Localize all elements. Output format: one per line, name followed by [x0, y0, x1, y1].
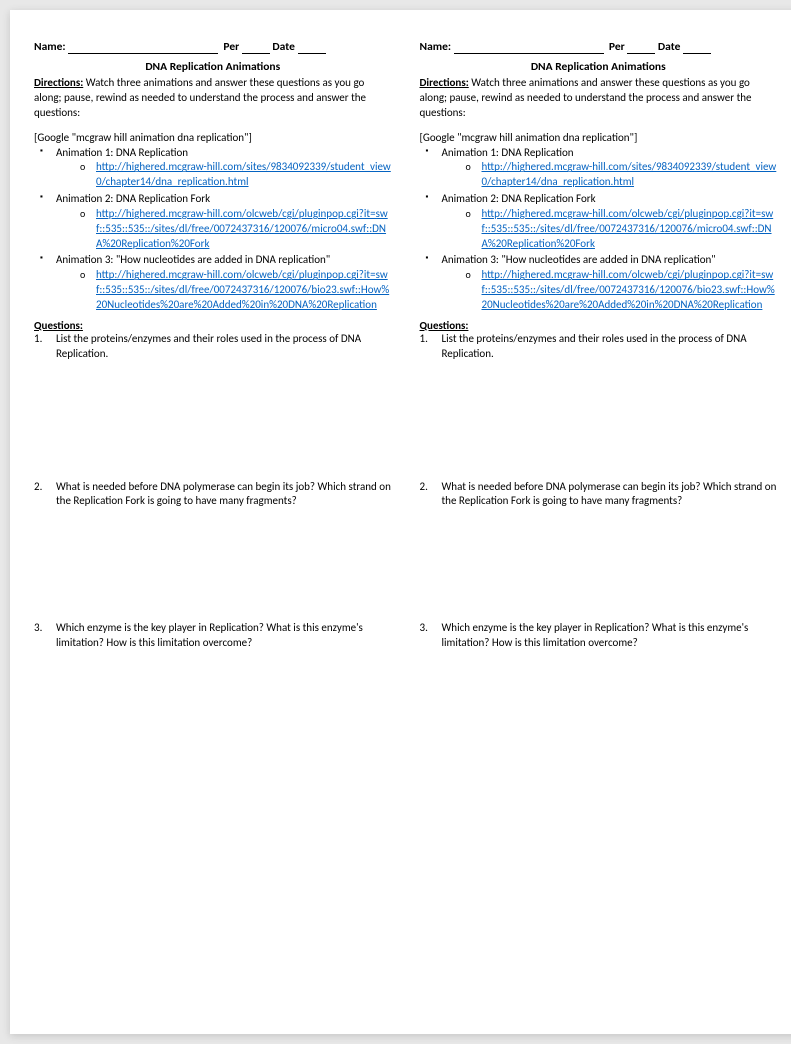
right-column: Name: Per Date DNA Replication Animation…: [420, 40, 778, 1004]
animation-item: Animation 1: DNA Replication http://high…: [34, 146, 392, 191]
animation-link[interactable]: http://highered.mcgraw-hill.com/olcweb/c…: [96, 268, 389, 311]
sub-list: http://highered.mcgraw-hill.com/olcweb/c…: [56, 268, 392, 313]
animation-item: Animation 2: DNA Replication Fork http:/…: [420, 192, 778, 251]
directions: Directions: Watch three animations and a…: [420, 76, 778, 121]
question-number: 1.: [420, 332, 428, 347]
animation-link[interactable]: http://highered.mcgraw-hill.com/olcweb/c…: [482, 268, 775, 311]
sub-item: http://highered.mcgraw-hill.com/olcweb/c…: [466, 268, 778, 313]
question-text: Which enzyme is the key player in Replic…: [442, 621, 749, 649]
name-label: Name:: [420, 40, 452, 54]
questions-label: Questions:: [34, 319, 392, 332]
sub-item: http://highered.mcgraw-hill.com/sites/98…: [466, 160, 778, 190]
worksheet-title: DNA Replication Animations: [34, 60, 392, 74]
directions-text: Watch three animations and answer these …: [34, 76, 366, 119]
date-label: Date: [272, 40, 294, 54]
sub-list: http://highered.mcgraw-hill.com/olcweb/c…: [442, 268, 778, 313]
question-number: 3.: [420, 621, 428, 636]
directions-text: Watch three animations and answer these …: [420, 76, 752, 119]
date-label: Date: [658, 40, 680, 54]
question-item: 2. What is needed before DNA polymerase …: [420, 480, 778, 510]
question-number: 2.: [420, 480, 428, 495]
sub-list: http://highered.mcgraw-hill.com/olcweb/c…: [442, 207, 778, 252]
question-text: What is needed before DNA polymerase can…: [442, 480, 777, 508]
per-label: Per: [223, 40, 239, 54]
question-text: What is needed before DNA polymerase can…: [56, 480, 391, 508]
questions-list: 1. List the proteins/enzymes and their r…: [34, 332, 392, 651]
questions-list: 1. List the proteins/enzymes and their r…: [420, 332, 778, 651]
left-column: Name: Per Date DNA Replication Animation…: [34, 40, 392, 1004]
question-item: 1. List the proteins/enzymes and their r…: [420, 332, 778, 362]
animation-item: Animation 1: DNA Replication http://high…: [420, 146, 778, 191]
google-note: [Google "mcgraw hill animation dna repli…: [420, 131, 778, 144]
date-blank: [683, 53, 711, 54]
directions-label: Directions:: [420, 76, 469, 89]
sub-item: http://highered.mcgraw-hill.com/olcweb/c…: [80, 207, 392, 252]
animation-link[interactable]: http://highered.mcgraw-hill.com/sites/98…: [482, 160, 777, 188]
animation-list: Animation 1: DNA Replication http://high…: [34, 146, 392, 315]
sub-list: http://highered.mcgraw-hill.com/sites/98…: [442, 160, 778, 190]
animation-link[interactable]: http://highered.mcgraw-hill.com/olcweb/c…: [482, 207, 774, 250]
animation-item: Animation 2: DNA Replication Fork http:/…: [34, 192, 392, 251]
name-blank: [454, 53, 604, 54]
per-blank: [627, 53, 655, 54]
question-item: 3. Which enzyme is the key player in Rep…: [420, 621, 778, 651]
animation-title: Animation 3: "How nucleotides are added …: [442, 253, 716, 266]
question-text: List the proteins/enzymes and their role…: [56, 332, 361, 360]
animation-title: Animation 2: DNA Replication Fork: [56, 192, 210, 205]
animation-title: Animation 3: "How nucleotides are added …: [56, 253, 330, 266]
sub-item: http://highered.mcgraw-hill.com/olcweb/c…: [80, 268, 392, 313]
question-number: 2.: [34, 480, 42, 495]
google-note: [Google "mcgraw hill animation dna repli…: [34, 131, 392, 144]
animation-title: Animation 1: DNA Replication: [56, 146, 188, 159]
sub-list: http://highered.mcgraw-hill.com/olcweb/c…: [56, 207, 392, 252]
question-item: 1. List the proteins/enzymes and their r…: [34, 332, 392, 362]
worksheet-title: DNA Replication Animations: [420, 60, 778, 74]
worksheet-page: Name: Per Date DNA Replication Animation…: [10, 10, 791, 1034]
animation-item: Animation 3: "How nucleotides are added …: [420, 253, 778, 312]
name-blank: [68, 53, 218, 54]
sub-item: http://highered.mcgraw-hill.com/olcweb/c…: [466, 207, 778, 252]
sub-list: http://highered.mcgraw-hill.com/sites/98…: [56, 160, 392, 190]
animation-title: Animation 1: DNA Replication: [442, 146, 574, 159]
directions-label: Directions:: [34, 76, 83, 89]
question-number: 1.: [34, 332, 42, 347]
sub-item: http://highered.mcgraw-hill.com/sites/98…: [80, 160, 392, 190]
animation-list: Animation 1: DNA Replication http://high…: [420, 146, 778, 315]
date-blank: [298, 53, 326, 54]
header-line: Name: Per Date: [34, 40, 392, 54]
animation-item: Animation 3: "How nucleotides are added …: [34, 253, 392, 312]
question-item: 3. Which enzyme is the key player in Rep…: [34, 621, 392, 651]
questions-label: Questions:: [420, 319, 778, 332]
animation-title: Animation 2: DNA Replication Fork: [442, 192, 596, 205]
per-blank: [242, 53, 270, 54]
animation-link[interactable]: http://highered.mcgraw-hill.com/olcweb/c…: [96, 207, 388, 250]
question-item: 2. What is needed before DNA polymerase …: [34, 480, 392, 510]
animation-link[interactable]: http://highered.mcgraw-hill.com/sites/98…: [96, 160, 391, 188]
question-text: Which enzyme is the key player in Replic…: [56, 621, 363, 649]
question-text: List the proteins/enzymes and their role…: [442, 332, 747, 360]
name-label: Name:: [34, 40, 66, 54]
per-label: Per: [609, 40, 625, 54]
header-line: Name: Per Date: [420, 40, 778, 54]
question-number: 3.: [34, 621, 42, 636]
directions: Directions: Watch three animations and a…: [34, 76, 392, 121]
